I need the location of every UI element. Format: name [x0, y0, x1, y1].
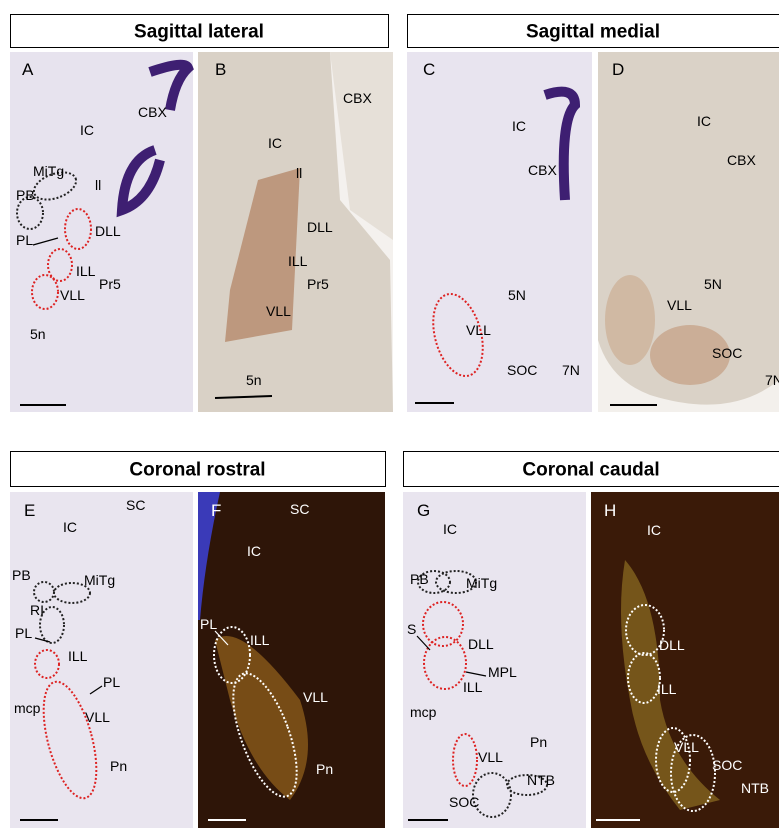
region-label: 5n: [30, 326, 46, 342]
section-title: Coronal rostral: [129, 460, 265, 481]
region-label: SOC: [507, 362, 537, 378]
region-label: Pn: [316, 761, 333, 777]
region-label: 7N: [562, 362, 580, 378]
region-label: ll: [95, 177, 101, 193]
region-label: IC: [247, 543, 261, 559]
panel-letter: D: [612, 60, 624, 79]
region-label: mcp: [410, 704, 437, 720]
region-label: mcp: [14, 700, 41, 716]
region-label: 7N: [765, 372, 779, 388]
region-label: DLL: [307, 219, 333, 235]
region-label: IC: [63, 519, 77, 535]
region-label: ILL: [463, 679, 483, 695]
region-label: SOC: [712, 757, 742, 773]
region-label: VLL: [60, 287, 85, 303]
region-label: VLL: [303, 689, 328, 705]
region-label: NTB: [527, 772, 555, 788]
region-label: CBX: [528, 162, 557, 178]
region-label: PB: [16, 187, 35, 203]
region-label: CBX: [727, 152, 756, 168]
region-label: PL: [15, 625, 32, 641]
region-label: VLL: [478, 749, 503, 765]
region-label: IC: [647, 522, 661, 538]
region-label: VLL: [466, 322, 491, 338]
region-label: SOC: [712, 345, 742, 361]
region-label: MiTg: [33, 163, 64, 179]
region-label: IC: [443, 521, 457, 537]
region-label: IC: [80, 122, 94, 138]
section-title: Sagittal medial: [526, 22, 660, 43]
region-label: 5N: [704, 276, 722, 292]
region-label: S: [407, 621, 416, 637]
region-label: Pr5: [307, 276, 329, 292]
region-label: VLL: [266, 303, 291, 319]
region-label: PL: [103, 674, 120, 690]
region-label: RI: [30, 602, 44, 618]
panel-letter: F: [211, 501, 221, 520]
region-label: MiTg: [466, 575, 497, 591]
region-label: NTB: [741, 780, 769, 796]
region-label: Pn: [530, 734, 547, 750]
region-label: CBX: [138, 104, 167, 120]
region-label: IC: [268, 135, 282, 151]
panel-letter: H: [604, 501, 616, 520]
region-label: ILL: [68, 648, 88, 664]
region-label: Pr5: [99, 276, 121, 292]
section-title: Coronal caudal: [522, 460, 659, 481]
region-label: SOC: [449, 794, 479, 810]
region-label: MPL: [488, 664, 517, 680]
region-label: IC: [697, 113, 711, 129]
region-label: ILL: [288, 253, 308, 269]
region-label: VLL: [85, 709, 110, 725]
region-label: 5n: [246, 372, 262, 388]
region-label: PL: [200, 616, 217, 632]
region-label: IC: [512, 118, 526, 134]
region-label: SC: [126, 497, 145, 513]
panel-letter: A: [22, 60, 34, 79]
panel-letter: C: [423, 60, 435, 79]
region-label: MiTg: [84, 572, 115, 588]
region-label: ll: [296, 165, 302, 181]
panel-letter: G: [417, 501, 430, 520]
region-label: ILL: [76, 263, 96, 279]
panel-letter: E: [24, 501, 35, 520]
region-label: ILL: [657, 681, 677, 697]
region-label: VLL: [674, 739, 699, 755]
region-label: VLL: [667, 297, 692, 313]
region-label: PB: [410, 571, 429, 587]
region-label: PL: [16, 232, 33, 248]
region-label: PB: [12, 567, 31, 583]
region-label: Pn: [110, 758, 127, 774]
region-label: DLL: [95, 223, 121, 239]
backgrounds: [10, 52, 779, 828]
region-label: DLL: [659, 637, 685, 653]
region-label: ILL: [250, 632, 270, 648]
region-label: SC: [290, 501, 309, 517]
region-label: DLL: [468, 636, 494, 652]
section-title: Sagittal lateral: [134, 22, 264, 43]
region-label: 5N: [508, 287, 526, 303]
panel-letter: B: [215, 60, 226, 79]
region-label: CBX: [343, 90, 372, 106]
figure: Sagittal lateralACBXICMiTgllPBDLLPLILLPr…: [0, 0, 779, 828]
